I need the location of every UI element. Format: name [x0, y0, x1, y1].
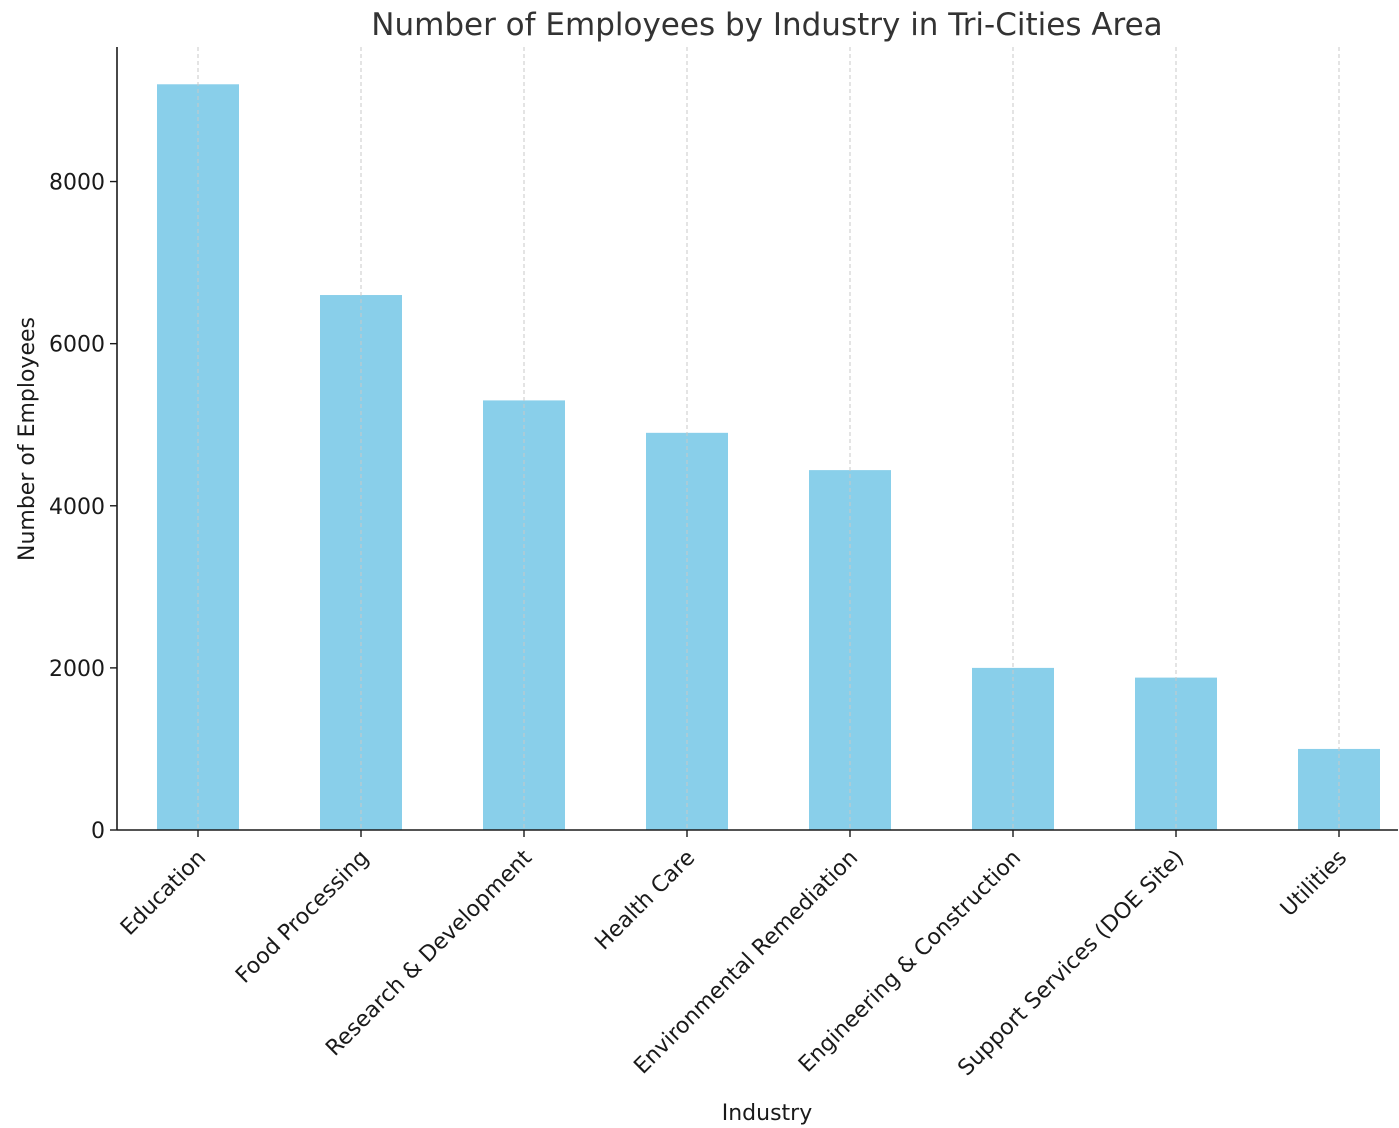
x-axis-label: Industry	[722, 1101, 813, 1126]
x-tick-label-health-care: Health Care	[590, 845, 700, 955]
y-tick-label-2000: 2000	[49, 657, 105, 682]
y-axis-label: Number of Employees	[15, 317, 40, 561]
y-tick-label-6000: 6000	[49, 333, 105, 358]
x-tick-label-education: Education	[116, 845, 211, 940]
y-ticks: 0 2000 4000 6000 8000	[49, 171, 117, 844]
y-tick-label-0: 0	[91, 819, 105, 844]
y-tick-label-4000: 4000	[49, 495, 105, 520]
x-tick-label-food-processing: Food Processing	[231, 845, 374, 988]
chart-title: Number of Employees by Industry in Tri-C…	[371, 7, 1162, 43]
bars	[157, 47, 1380, 831]
axes	[116, 47, 1398, 831]
y-tick-label-8000: 8000	[49, 171, 105, 196]
x-tick-label-utilities: Utilities	[1276, 845, 1352, 921]
